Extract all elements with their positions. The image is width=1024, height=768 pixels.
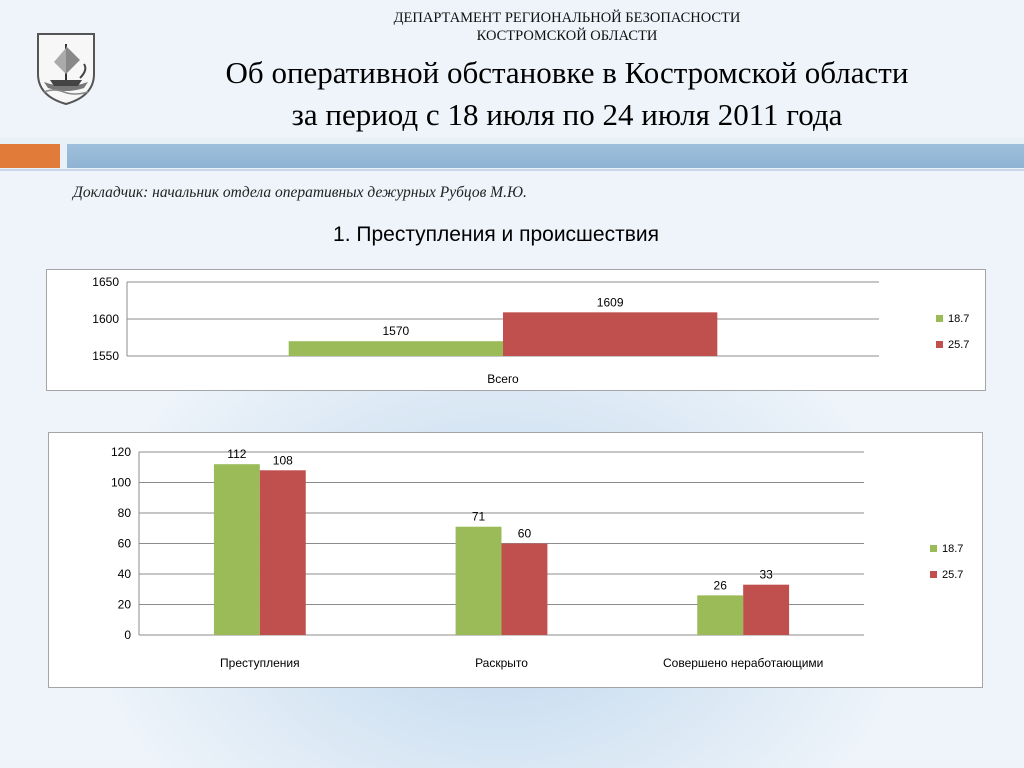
data-label: 1609 (597, 295, 624, 309)
data-label: 112 (227, 447, 246, 461)
legend-swatch (936, 315, 943, 322)
y-tick-label: 1650 (92, 275, 119, 289)
section-title: 1. Преступления и происшествия (333, 223, 659, 246)
slide-title-line-2: за период с 18 июля по 24 июля 2011 года (291, 97, 843, 132)
x-tick-label: Преступления (220, 656, 300, 670)
bar (455, 526, 502, 635)
bar (743, 584, 790, 635)
legend-label: 25.7 (942, 569, 963, 581)
y-tick-label: 120 (111, 445, 131, 459)
legend-swatch (930, 545, 937, 552)
legend-label: 18.7 (942, 543, 963, 555)
department-line-2: КОСТРОМСКОЙ ОБЛАСТИ (476, 28, 658, 44)
y-tick-label: 1600 (92, 312, 119, 326)
data-label: 26 (714, 578, 728, 592)
speaker-note: Докладчик: начальник отдела оперативных … (73, 184, 527, 201)
y-tick-label: 20 (118, 598, 132, 612)
bar (503, 312, 718, 356)
y-tick-label: 100 (111, 476, 131, 490)
y-tick-label: 80 (118, 506, 132, 520)
x-tick-label: Раскрыто (475, 656, 528, 670)
slide-header: ДЕПАРТАМЕНТ РЕГИОНАЛЬНОЙ БЕЗОПАСНОСТИ КО… (0, 0, 1024, 138)
y-tick-label: 0 (124, 628, 131, 642)
data-label: 71 (472, 510, 486, 524)
data-label: 60 (518, 527, 532, 541)
slide-title: Об оперативной обстановке в Костромской … (150, 52, 984, 136)
y-tick-label: 1550 (92, 349, 119, 363)
department-name: ДЕПАРТАМЕНТ РЕГИОНАЛЬНОЙ БЕЗОПАСНОСТИ КО… (300, 9, 834, 45)
data-label: 108 (273, 453, 293, 467)
chart-total-svg: 1550 1600 1650 1570 1609 Всего 18.7 25.7 (92, 275, 969, 386)
data-label: 1570 (382, 324, 409, 338)
bar (501, 543, 548, 635)
accent-band-orange (0, 144, 60, 168)
bar (259, 470, 306, 635)
chart-categories-svg: 0 20 40 60 80 100 120 112 108 Преступления 71 60 Рас… (111, 445, 963, 670)
legend-swatch (936, 341, 943, 348)
department-line-1: ДЕПАРТАМЕНТ РЕГИОНАЛЬНОЙ БЕЗОПАСНОСТИ (393, 10, 741, 26)
accent-band-blue (67, 144, 1024, 168)
x-tick-label: Совершено неработающими (663, 656, 823, 670)
divider (0, 169, 1024, 171)
y-tick-label: 60 (118, 537, 132, 551)
kostroma-coat-of-arms-icon (34, 30, 98, 106)
x-tick-label: Всего (487, 372, 519, 386)
bar (697, 595, 744, 635)
chart-categories: 0 20 40 60 80 100 120 112 108 Преступления 71 60 Рас… (48, 432, 983, 688)
legend-label: 25.7 (948, 339, 969, 351)
bar (213, 464, 260, 635)
legend-label: 18.7 (948, 313, 969, 325)
y-tick-label: 40 (118, 567, 132, 581)
slide-title-line-1: Об оперативной обстановке в Костромской … (225, 55, 909, 90)
chart-total: 1550 1600 1650 1570 1609 Всего 18.7 25.7 (46, 269, 986, 391)
legend-swatch (930, 571, 937, 578)
data-label: 33 (759, 568, 773, 582)
bar (288, 341, 503, 356)
